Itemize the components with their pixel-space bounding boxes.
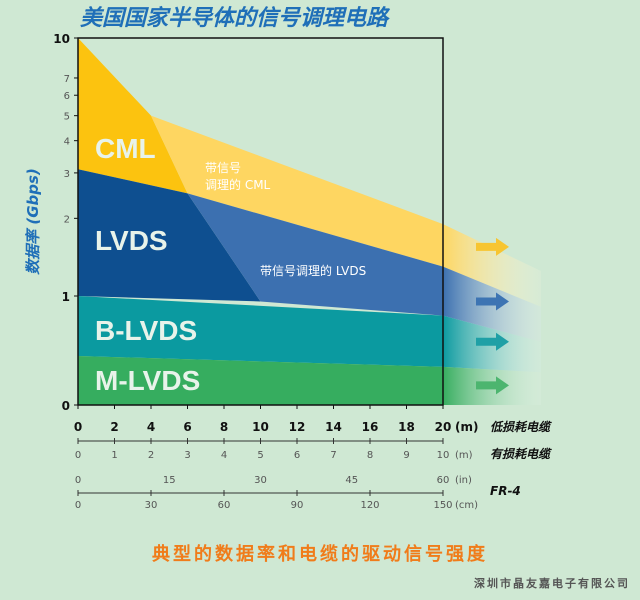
- x-tick-label-1-0: 0: [75, 450, 81, 461]
- arrow-2: [476, 332, 509, 351]
- x-tick-label-1-10: 10: [437, 450, 450, 461]
- figure-caption: 典型的数据率和电缆的驱动信号强度: [152, 544, 488, 565]
- arrow-0: [476, 237, 509, 256]
- x-tick-label-2-2: 30: [254, 475, 267, 486]
- chart-title: 美国国家半导体的信号调理电路: [80, 6, 389, 31]
- x-tick-label-0-8: 16: [362, 420, 379, 434]
- region-area-3: [187, 193, 443, 316]
- region-label-0: CML: [95, 133, 156, 164]
- x-tick-label-1-7: 7: [330, 450, 336, 461]
- x-tick-label-0-2: 4: [147, 420, 155, 434]
- y-tick-label-4: 4: [64, 137, 70, 148]
- region-area-2: [78, 169, 261, 302]
- x-tick-label-1-8: 8: [367, 450, 373, 461]
- y-tick-label-7: 7: [64, 74, 70, 85]
- x-tick-label-1-3: 3: [184, 450, 190, 461]
- y-tick-label-3: 3: [64, 169, 70, 180]
- region-annotation-3: 带信号调理的 LVDS: [260, 263, 366, 278]
- x-tick-label-3-3: 90: [291, 500, 304, 511]
- x-tick-label-0-0: 0: [74, 420, 82, 434]
- region-area-0: [78, 38, 188, 194]
- x-tick-label-1-4: 4: [221, 450, 227, 461]
- x-axis-unit-1: (m): [455, 450, 473, 461]
- x-tick-label-3-2: 60: [218, 500, 231, 511]
- x-tick-label-2-0: 0: [75, 475, 81, 486]
- x-tick-label-0-4: 8: [220, 420, 228, 434]
- x-axis-unit-0: (m): [455, 420, 478, 434]
- region-label-4: B-LVDS: [95, 315, 197, 346]
- arrow-1: [476, 292, 509, 311]
- y-axis-label: 数据率 (Gbps): [24, 168, 42, 275]
- x-tick-label-1-2: 2: [148, 450, 154, 461]
- company-name: 深圳市晶友嘉电子有限公司: [474, 577, 630, 590]
- x-tick-label-3-0: 0: [75, 500, 81, 511]
- region-area-5: [78, 355, 443, 405]
- y-tick-label-1: 1: [62, 290, 70, 304]
- x-tick-label-1-9: 9: [403, 450, 409, 461]
- x-tick-label-0-9: 18: [398, 420, 415, 434]
- arrow-3: [476, 376, 509, 395]
- y-tick-label-6: 6: [64, 91, 70, 102]
- x-axis-name-2: FR-4: [490, 484, 521, 498]
- x-tick-label-2-1: 15: [163, 475, 176, 486]
- x-tick-label-2-4: 60: [437, 475, 450, 486]
- x-tick-label-2-3: 45: [345, 475, 358, 486]
- region-annotation-1-line-1: 调理的 CML: [205, 177, 271, 192]
- x-axis-name-1: 有损耗电缆: [490, 447, 552, 461]
- x-axis-unit-2: (in): [455, 475, 472, 486]
- y-tick-label-8: 10: [53, 32, 70, 46]
- x-tick-label-3-1: 30: [145, 500, 158, 511]
- region-area-1: [151, 115, 443, 267]
- x-tick-label-0-1: 2: [110, 420, 118, 434]
- region-label-2: LVDS: [95, 225, 168, 256]
- x-tick-label-0-5: 10: [252, 420, 269, 434]
- region-label-5: M-LVDS: [95, 365, 200, 396]
- x-axis-unit-3: (cm): [455, 500, 478, 511]
- x-tick-label-0-10: 20: [435, 420, 452, 434]
- region-annotation-1-line-0: 带信号: [205, 161, 241, 175]
- fade-extension-0: [443, 224, 541, 307]
- y-tick-label-5: 5: [64, 112, 70, 123]
- y-tick-label-0: 0: [62, 399, 70, 413]
- x-tick-label-1-5: 5: [257, 450, 263, 461]
- y-tick-label-2: 2: [64, 214, 70, 225]
- x-tick-label-3-5: 150: [433, 500, 452, 511]
- x-tick-label-0-6: 12: [289, 420, 306, 434]
- x-tick-label-0-3: 6: [183, 420, 191, 434]
- x-tick-label-1-1: 1: [111, 450, 117, 461]
- x-tick-label-0-7: 14: [325, 420, 342, 434]
- region-area-4: [78, 296, 443, 367]
- x-tick-label-1-6: 6: [294, 450, 300, 461]
- x-tick-label-3-4: 120: [360, 500, 379, 511]
- x-axis-name-0: 低损耗电缆: [490, 420, 552, 434]
